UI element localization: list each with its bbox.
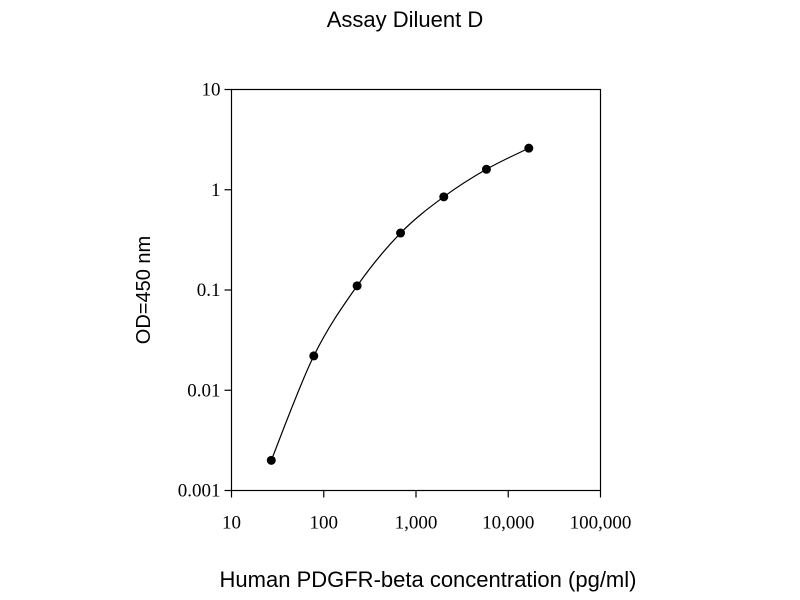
data-point [396, 228, 406, 238]
x-tick-label: 10 [222, 513, 241, 534]
data-point [266, 455, 276, 465]
data-point [309, 351, 319, 361]
plot-area-frame [230, 88, 602, 492]
data-point [481, 164, 491, 174]
x-tick-label: 10,000 [482, 513, 534, 534]
y-tick-label: 0.01 [187, 380, 220, 401]
x-tick-label: 100 [310, 513, 339, 534]
data-points [266, 143, 534, 465]
x-tick-label: 100,000 [570, 513, 632, 534]
y-axis-label: OD=450 nm [133, 236, 155, 344]
chart-title: Assay Diluent D [327, 7, 484, 32]
y-tick-label: 0.001 [178, 481, 221, 502]
x-tick-label: 1,000 [395, 513, 438, 534]
x-axis: 10 100 1,000 10,000 100,000 [222, 490, 632, 534]
x-axis-label: Human PDGFR-beta concentration (pg/ml) [220, 567, 637, 592]
data-point [524, 143, 534, 153]
data-point [352, 281, 362, 291]
y-tick-label: 10 [202, 80, 221, 101]
fitted-curve [270, 147, 530, 461]
y-tick-label: 0.1 [197, 280, 221, 301]
data-point [439, 192, 449, 202]
y-axis: 0.001 0.01 0.1 1 10 [178, 80, 232, 502]
y-tick-label: 1 [211, 180, 221, 201]
